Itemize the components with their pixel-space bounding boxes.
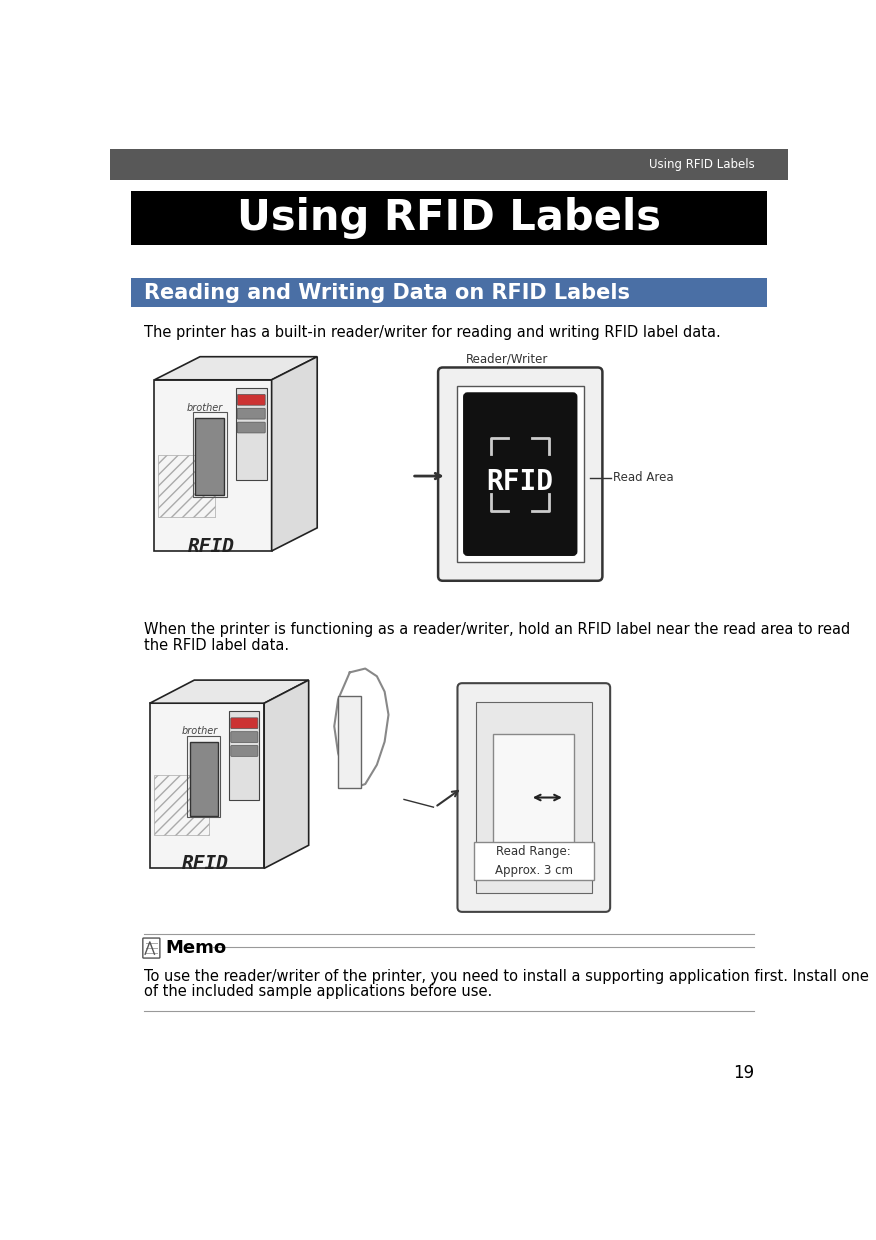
FancyBboxPatch shape	[230, 732, 258, 743]
Bar	[110, 149, 788, 180]
FancyBboxPatch shape	[438, 367, 603, 580]
Bar	[150, 703, 265, 868]
Text: Using RFID Labels: Using RFID Labels	[648, 157, 754, 171]
Bar	[338, 696, 362, 787]
Polygon shape	[150, 680, 308, 703]
Bar	[187, 735, 221, 817]
Text: Using RFID Labels: Using RFID Labels	[237, 197, 661, 239]
Bar	[153, 775, 209, 835]
Text: Memo: Memo	[166, 939, 226, 957]
Bar	[189, 742, 218, 816]
FancyBboxPatch shape	[143, 937, 160, 959]
Polygon shape	[154, 357, 317, 379]
Text: When the printer is functioning as a reader/writer, hold an RFID label near the : When the printer is functioning as a rea…	[144, 622, 850, 637]
Text: RFID: RFID	[487, 467, 554, 496]
Bar	[159, 455, 215, 517]
Text: Reading and Writing Data on RFID Labels: Reading and Writing Data on RFID Labels	[144, 283, 630, 303]
Bar	[193, 412, 227, 497]
Bar	[456, 386, 583, 562]
Text: RFID: RFID	[188, 537, 235, 556]
Text: Reader/Writer: Reader/Writer	[466, 353, 548, 366]
Polygon shape	[265, 680, 308, 868]
Text: 19: 19	[733, 1064, 754, 1081]
Text: the RFID label data.: the RFID label data.	[144, 637, 289, 652]
Bar	[154, 379, 272, 551]
Text: Read Range:
Approx. 3 cm: Read Range: Approx. 3 cm	[495, 844, 573, 877]
FancyBboxPatch shape	[237, 422, 265, 433]
Bar	[195, 418, 224, 495]
FancyBboxPatch shape	[230, 718, 258, 729]
Text: brother: brother	[181, 727, 218, 737]
Bar	[230, 711, 259, 800]
FancyBboxPatch shape	[457, 683, 611, 911]
FancyBboxPatch shape	[237, 394, 265, 405]
FancyBboxPatch shape	[464, 393, 576, 554]
Bar	[131, 191, 766, 246]
Bar	[236, 387, 267, 480]
Text: The printer has a built-in reader/writer for reading and writing RFID label data: The printer has a built-in reader/writer…	[144, 325, 720, 340]
FancyBboxPatch shape	[237, 408, 265, 419]
Text: RFID: RFID	[182, 853, 229, 873]
Polygon shape	[272, 357, 317, 551]
Bar	[493, 734, 575, 861]
Bar	[476, 702, 591, 893]
Bar	[131, 278, 766, 308]
Text: Read Area: Read Area	[613, 471, 674, 485]
FancyBboxPatch shape	[230, 745, 258, 756]
Text: of the included sample applications before use.: of the included sample applications befo…	[144, 985, 491, 999]
Bar	[474, 842, 594, 880]
Text: To use the reader/writer of the printer, you need to install a supporting applic: To use the reader/writer of the printer,…	[144, 968, 868, 983]
Text: brother: brother	[187, 403, 223, 413]
